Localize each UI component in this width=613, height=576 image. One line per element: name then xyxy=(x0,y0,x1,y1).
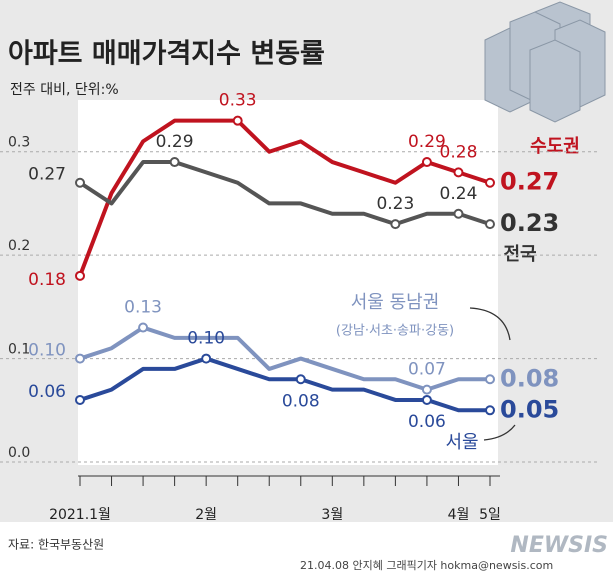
y-tick-label: 0.3 xyxy=(8,135,30,151)
data-label: 0.13 xyxy=(124,298,162,318)
logo: NEWSIS xyxy=(510,533,608,558)
series-name: 서울 동남권 xyxy=(351,292,440,313)
x-tick-label: 2021.1월 xyxy=(49,507,111,523)
point xyxy=(485,219,495,230)
point xyxy=(75,270,85,281)
buildings-icon xyxy=(484,1,606,123)
data-label: 0.18 xyxy=(28,270,66,290)
y-tick-label: 0.1 xyxy=(8,342,30,358)
credit: 21.04.08 안지혜 그래픽기자 hokma@newsis.com xyxy=(300,559,553,572)
data-label: 0.23 xyxy=(500,209,559,237)
data-label: 0.05 xyxy=(500,395,559,423)
series-line xyxy=(78,160,491,227)
data-label: 0.24 xyxy=(440,184,478,204)
data-label: 0.28 xyxy=(440,142,478,162)
point xyxy=(75,353,85,364)
point xyxy=(421,394,432,405)
arrow xyxy=(469,307,511,341)
point xyxy=(201,353,212,364)
point xyxy=(453,167,464,178)
y-tick-label: 0.2 xyxy=(8,238,30,254)
data-label: 0.06 xyxy=(408,412,446,432)
point xyxy=(75,177,85,188)
data-label: 0.29 xyxy=(408,132,446,152)
point xyxy=(453,208,464,219)
data-label: 0.23 xyxy=(376,194,414,214)
x-tick-label: 3월 xyxy=(321,507,343,523)
series-line xyxy=(79,356,490,413)
series-name: 전국 xyxy=(503,244,536,265)
point xyxy=(485,177,495,188)
data-label: 0.29 xyxy=(156,132,194,152)
data-label: 0.08 xyxy=(500,364,559,392)
data-label: 0.07 xyxy=(408,360,446,380)
data-label: 0.10 xyxy=(187,329,225,349)
point xyxy=(421,157,432,168)
point xyxy=(421,384,432,395)
series-name: 서울 xyxy=(445,432,478,453)
point xyxy=(75,394,85,405)
point xyxy=(169,157,180,168)
point xyxy=(295,374,306,385)
x-tick-label: 4월 xyxy=(448,507,470,523)
series-name: 수도권 xyxy=(530,136,580,157)
subtitle: 전주 대비, 단위:% xyxy=(10,82,119,98)
data-label: 0.27 xyxy=(28,165,66,185)
footer xyxy=(0,522,613,576)
series-line xyxy=(78,118,491,277)
point xyxy=(390,219,401,230)
x-tick-label: 5일 xyxy=(479,507,501,523)
data-label: 0.08 xyxy=(282,391,320,411)
data-label: 0.33 xyxy=(219,91,257,111)
series-line xyxy=(79,325,490,392)
point xyxy=(232,115,243,126)
x-tick-label: 2월 xyxy=(195,507,217,523)
point xyxy=(138,322,149,333)
data-label: 0.10 xyxy=(28,341,66,361)
series-note: (강남·서초·송파·강동) xyxy=(336,324,454,339)
data-label: 0.27 xyxy=(500,168,559,196)
chart-title: 아파트 매매가격지수 변동률 xyxy=(8,39,325,70)
point xyxy=(485,405,495,416)
arrow xyxy=(483,424,516,441)
source: 자료: 한국부동산원 xyxy=(8,538,104,552)
point xyxy=(485,374,495,385)
data-label: 0.06 xyxy=(28,382,66,402)
y-tick-label: 0.0 xyxy=(8,445,30,461)
